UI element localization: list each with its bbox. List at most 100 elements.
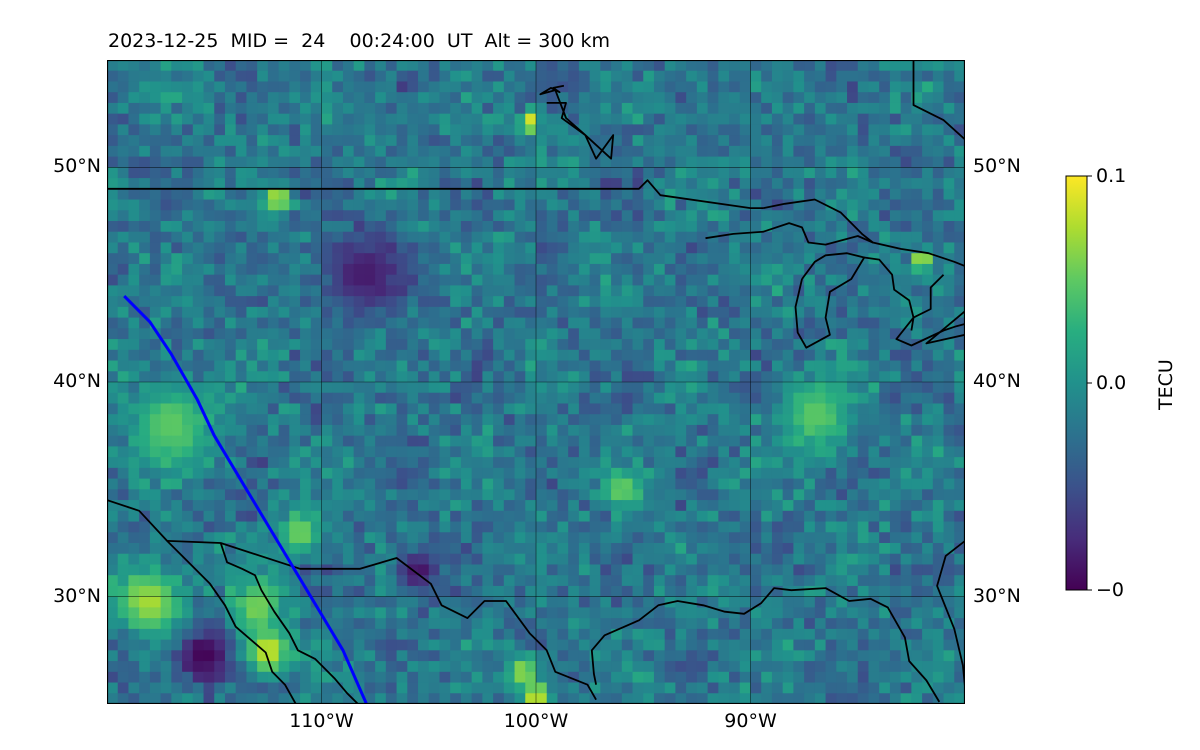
heatmap-cell (482, 188, 494, 201)
heatmap-cell (836, 424, 848, 437)
heatmap-cell (889, 392, 902, 405)
heatmap-cell (310, 446, 323, 458)
heatmap-cell (568, 360, 580, 372)
heatmap-cell (450, 253, 462, 265)
heatmap-cell (182, 553, 194, 566)
heatmap-cell (235, 618, 248, 630)
heatmap-cell (675, 618, 687, 630)
heatmap-cell (246, 113, 258, 125)
heatmap-cell (525, 446, 537, 458)
heatmap-cell (246, 424, 258, 437)
heatmap-cell (707, 682, 719, 694)
heatmap-cell (289, 575, 301, 587)
heatmap-cell (257, 102, 269, 115)
heatmap-cell (954, 532, 965, 544)
heatmap-cell (847, 521, 859, 533)
heatmap-cell (686, 210, 698, 222)
heatmap-cell (267, 371, 280, 383)
heatmap-cell (171, 253, 183, 265)
heatmap-cell (203, 521, 215, 533)
heatmap-cell (729, 135, 741, 147)
heatmap-cell (761, 253, 773, 265)
heatmap-cell (375, 92, 387, 104)
heatmap-cell (117, 489, 130, 501)
heatmap-cell (750, 113, 762, 125)
heatmap-cell (503, 221, 516, 233)
heatmap-cell (107, 543, 119, 555)
heatmap-cell (793, 500, 805, 512)
heatmap-cell (342, 253, 355, 265)
heatmap-cell (439, 510, 451, 523)
heatmap-cell (342, 371, 355, 383)
heatmap-cell (932, 92, 945, 104)
heatmap-cell (632, 81, 644, 93)
heatmap-cell (482, 618, 494, 630)
heatmap-cell (814, 489, 827, 501)
heatmap-cell (911, 92, 923, 104)
heatmap-cell (503, 575, 516, 587)
heatmap-cell (729, 156, 741, 168)
heatmap-cell (418, 639, 430, 651)
heatmap-cell (868, 661, 880, 673)
heatmap-cell (182, 478, 194, 490)
heatmap-cell (771, 135, 784, 147)
heatmap-cell (246, 263, 258, 276)
heatmap-cell (900, 682, 912, 694)
heatmap-cell (761, 446, 773, 458)
heatmap-cell (943, 521, 955, 533)
heatmap-cell (418, 167, 430, 179)
heatmap-cell (160, 435, 172, 447)
heatmap-cell (889, 457, 902, 469)
heatmap-cell (546, 543, 559, 555)
heatmap-cell (396, 446, 408, 458)
heatmap-cell (696, 167, 709, 179)
heatmap-cell (686, 221, 698, 233)
heatmap-cell (632, 510, 644, 523)
heatmap-cell (460, 263, 473, 276)
heatmap-cell (857, 510, 870, 523)
heatmap-cell (718, 392, 730, 405)
heatmap-cell (696, 618, 709, 630)
heatmap-cell (493, 585, 505, 598)
heatmap-cell (418, 81, 430, 93)
heatmap-cell (814, 360, 827, 372)
heatmap-cell (321, 414, 333, 426)
heatmap-cell (214, 639, 226, 651)
heatmap-cell (954, 242, 965, 254)
heatmap-cell (235, 371, 248, 383)
heatmap-cell (621, 242, 634, 254)
heatmap-cell (171, 661, 183, 673)
heatmap-cell (718, 221, 730, 233)
heatmap-cell (321, 532, 333, 544)
heatmap-cell (922, 543, 934, 555)
heatmap-cell (503, 296, 516, 308)
heatmap-cell (128, 682, 140, 694)
heatmap-cell (493, 70, 505, 83)
heatmap-cell (235, 339, 248, 351)
heatmap-cell (557, 371, 569, 383)
heatmap-cell (546, 328, 559, 340)
heatmap-cell (589, 306, 601, 319)
heatmap-cell (911, 596, 923, 608)
heatmap-cell (160, 167, 172, 179)
heatmap-cell (707, 296, 719, 308)
heatmap-cell (332, 521, 344, 533)
heatmap-cell (203, 424, 215, 437)
heatmap-cell (160, 92, 172, 104)
heatmap-cell (729, 510, 741, 523)
heatmap-cell (192, 564, 205, 576)
heatmap-cell (385, 521, 398, 533)
heatmap-cell (954, 274, 965, 286)
heatmap-cell (879, 682, 891, 694)
heatmap-cell (385, 156, 398, 168)
heatmap-cell (224, 596, 237, 608)
heatmap-cell (718, 274, 730, 286)
heatmap-cell (396, 145, 408, 158)
heatmap-cell (943, 671, 955, 684)
heatmap-cell (825, 553, 837, 566)
heatmap-cell (418, 199, 430, 211)
heatmap-cell (611, 532, 623, 544)
heatmap-cell (696, 231, 709, 244)
heatmap-cell (761, 60, 773, 72)
heatmap-cell (782, 671, 794, 684)
